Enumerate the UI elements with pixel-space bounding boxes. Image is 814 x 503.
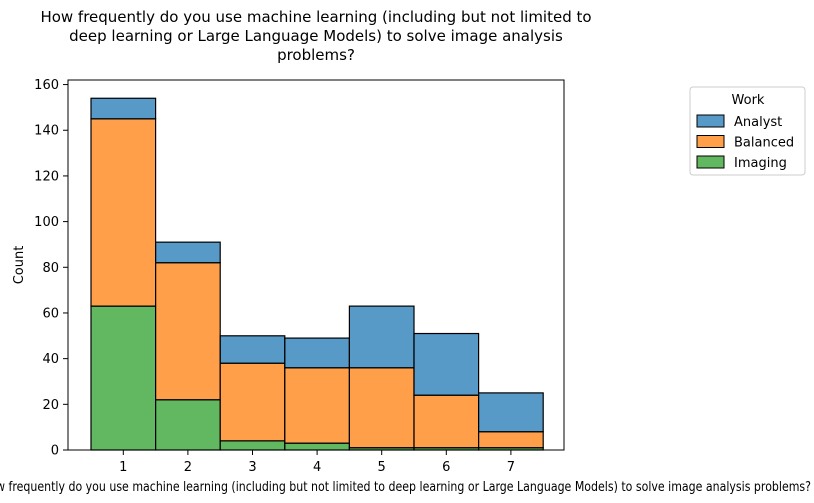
y-tick-label: 160 <box>34 78 59 93</box>
plot-frame <box>67 79 565 451</box>
bar-analyst-4 <box>284 337 350 369</box>
legend-entry-imaging: Imaging <box>734 156 787 171</box>
x-axis-label: How frequently do you use machine learni… <box>0 480 811 495</box>
bar-imaging-2 <box>155 399 221 451</box>
bar-balanced-4 <box>284 367 350 444</box>
y-tick-label: 40 <box>42 352 59 367</box>
legend-box <box>689 86 806 176</box>
bar-analyst-2 <box>155 241 221 264</box>
y-axis-label: Count <box>12 246 27 285</box>
x-tick-label: 6 <box>442 460 450 475</box>
bar-analyst-7 <box>478 392 544 433</box>
bar-analyst-1 <box>90 97 157 120</box>
y-tick-label: 80 <box>42 261 59 276</box>
x-tick-label: 7 <box>507 460 515 475</box>
y-axis: 0 20 40 60 80 100 120 140 160 <box>34 78 68 459</box>
bar-balanced-2 <box>155 262 221 401</box>
bar-balanced-6 <box>413 394 480 449</box>
bar-balanced-7 <box>478 431 544 449</box>
y-tick-label: 140 <box>34 124 59 139</box>
legend-swatch-analyst <box>696 114 725 128</box>
bar-balanced-5 <box>348 367 415 449</box>
x-tick-label: 3 <box>248 460 256 475</box>
legend-entry-balanced: Balanced <box>734 136 794 151</box>
bar-balanced-1 <box>90 118 157 307</box>
bar-imaging-1 <box>90 305 157 451</box>
x-axis: 1 2 3 4 5 6 7 <box>119 450 515 475</box>
legend-swatch-balanced <box>696 135 725 148</box>
y-tick-label: 60 <box>42 306 59 321</box>
chart-title-line: How frequently do you use machine learni… <box>40 8 591 26</box>
bar-imaging-4 <box>284 442 350 451</box>
legend-swatch-imaging <box>696 155 725 169</box>
bar-balanced-3 <box>219 362 286 442</box>
bars <box>90 97 544 451</box>
x-tick-label: 5 <box>378 460 386 475</box>
y-tick-label: 0 <box>51 444 59 459</box>
chart-title-line: problems? <box>277 46 355 64</box>
legend: Work Analyst Balanced Imaging <box>689 86 806 176</box>
x-tick-label: 4 <box>313 460 321 475</box>
y-tick-label: 100 <box>34 215 59 230</box>
legend-title: Work <box>732 93 765 108</box>
bar-imaging-3 <box>219 440 286 451</box>
bar-analyst-5 <box>348 305 415 369</box>
legend-entry-analyst: Analyst <box>734 115 782 130</box>
chart-title: How frequently do you use machine learni… <box>40 8 591 64</box>
y-tick-label: 120 <box>34 169 59 184</box>
x-tick-label: 1 <box>119 460 127 475</box>
x-tick-label: 2 <box>184 460 192 475</box>
bar-analyst-6 <box>413 332 480 396</box>
chart-title-line: deep learning or Large Language Models) … <box>69 27 563 45</box>
y-tick-label: 20 <box>42 398 59 413</box>
bar-analyst-3 <box>219 335 286 364</box>
